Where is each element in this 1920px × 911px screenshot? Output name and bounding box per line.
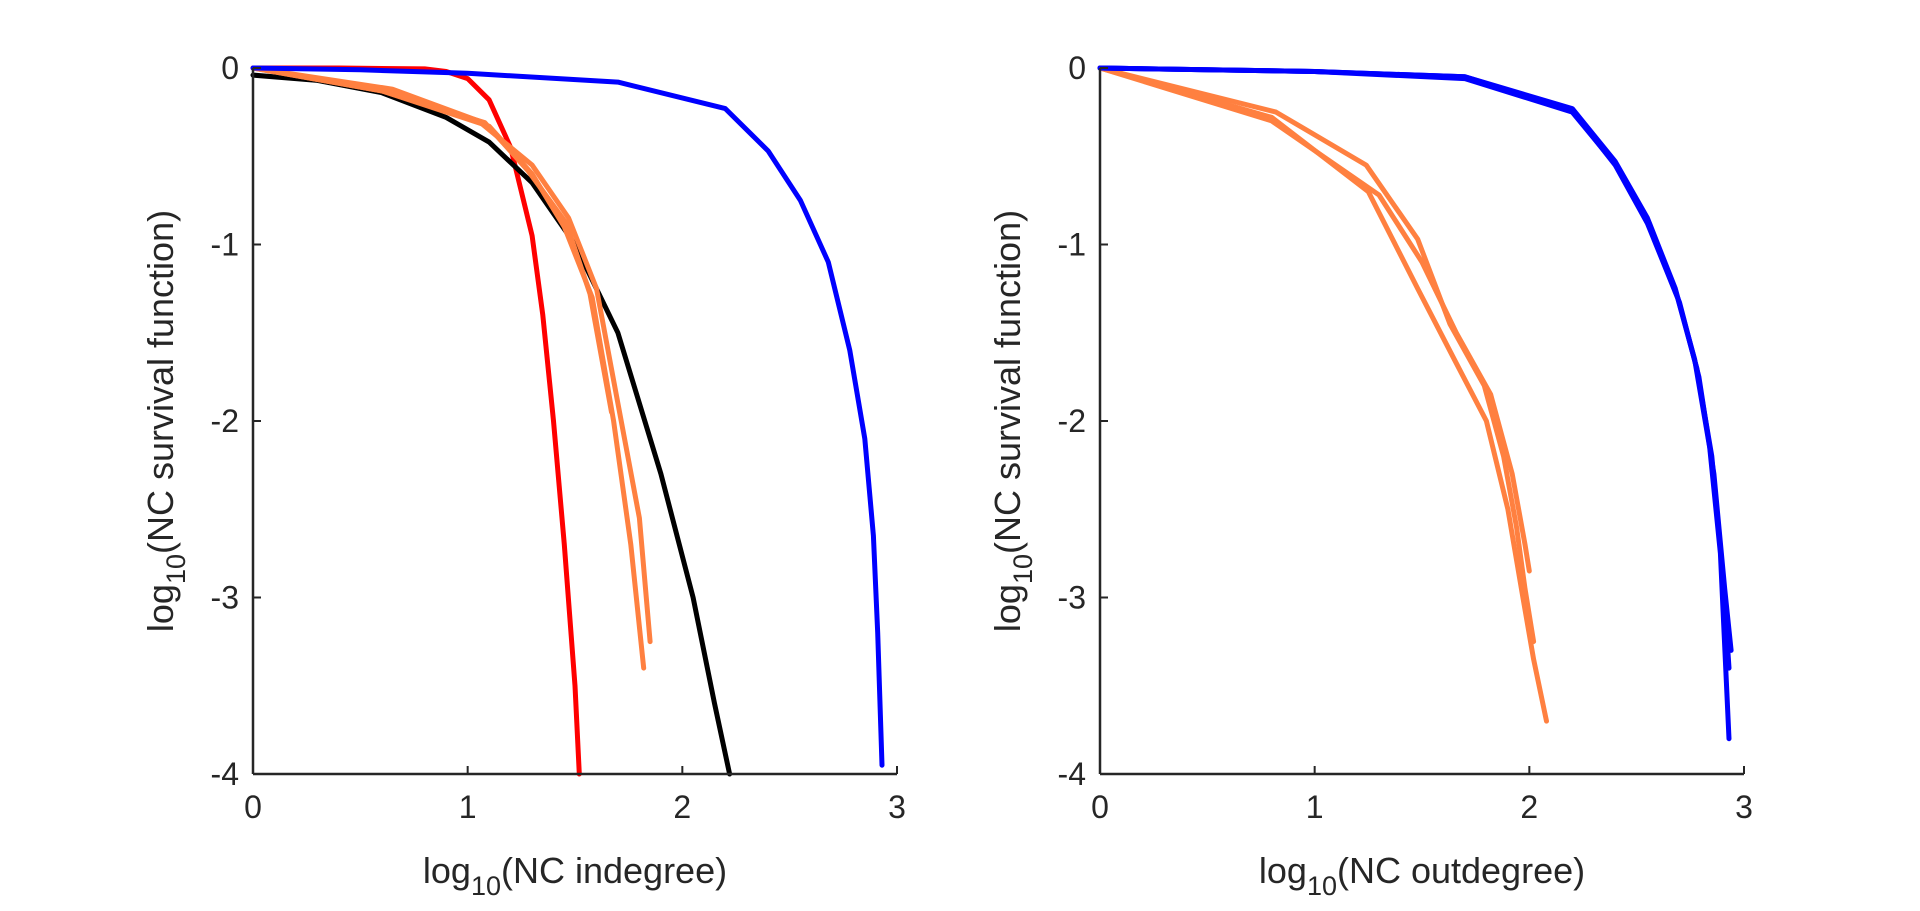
y-tick-label: -1 [1058,227,1086,263]
y-tick-label: -2 [1058,403,1086,439]
y-tick-label: 0 [1068,50,1086,86]
y-axis-label: log10(NC survival function) [987,210,1038,632]
y-axis-label: log10(NC survival function) [140,210,191,632]
x-tick-label: 2 [1520,789,1538,825]
x-axis-label: log10(NC indegree) [423,850,727,901]
x-tick-label: 1 [1306,789,1324,825]
y-tick-label: -2 [211,403,239,439]
left-panel-indegree: 0 1 2 3 0 -1 -2 -3 -4 log10(NC indegree) log10(NC … [140,50,906,901]
right-panel-outdegree: 0 1 2 3 0 -1 -2 -3 -4 log10(NC outdegree) log10(NC… [987,50,1753,901]
x-tick-label: 0 [244,789,262,825]
series-line-3 [1097,65,1532,574]
y-tick-label: -3 [1058,580,1086,616]
series-line-6 [250,65,885,768]
y-tick-label: -4 [1058,756,1086,792]
series-line-6 [1097,65,1734,653]
x-tick-label: 2 [673,789,691,825]
series-line-4 [250,65,653,645]
y-tick-label: -3 [211,580,239,616]
x-tick-label: 0 [1091,789,1109,825]
x-axis-label: log10(NC outdegree) [1259,850,1585,901]
x-tick-label: 3 [888,789,906,825]
x-tick-label: 3 [1735,789,1753,825]
y-tick-label: -1 [211,227,239,263]
series-line-5 [250,65,614,415]
y-tick-label: 0 [221,50,239,86]
x-tick-label: 1 [459,789,477,825]
y-tick-label: -4 [211,756,239,792]
